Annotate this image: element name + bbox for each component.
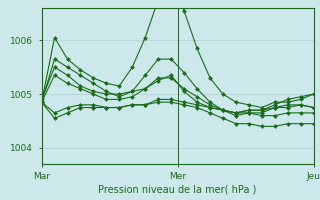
X-axis label: Pression niveau de la mer( hPa ): Pression niveau de la mer( hPa ) <box>99 184 257 194</box>
